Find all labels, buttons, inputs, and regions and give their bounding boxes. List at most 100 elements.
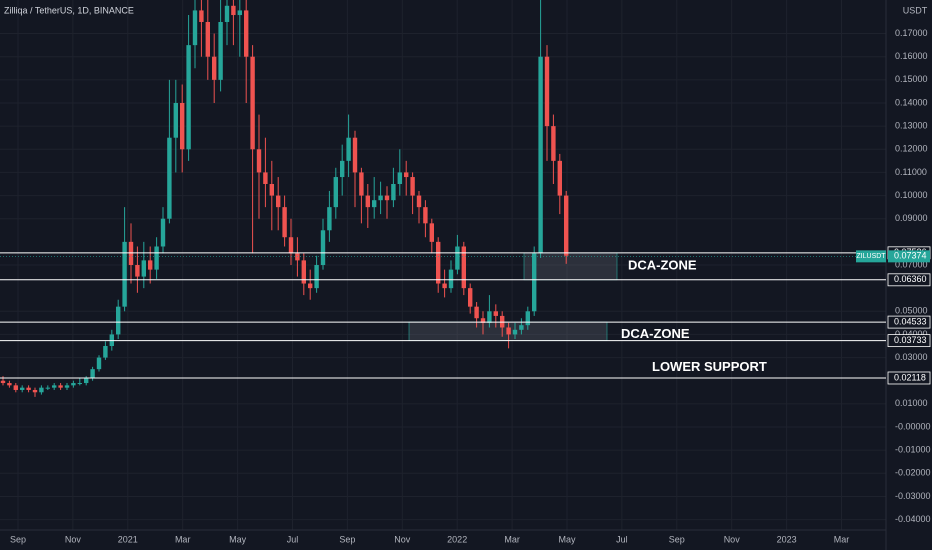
candle-body <box>192 10 198 46</box>
candle-body <box>551 126 556 161</box>
level-tag <box>887 371 931 385</box>
candle-body <box>96 357 102 370</box>
y-tick-label: 0.13000 <box>895 121 928 131</box>
candle-body <box>468 288 473 307</box>
candle-body <box>442 283 447 289</box>
candle-body <box>487 311 492 323</box>
y-tick-label: 0.16000 <box>895 51 928 61</box>
candle-body <box>263 172 268 184</box>
price-tag <box>888 250 930 263</box>
candle-body <box>416 195 422 208</box>
plot-area <box>0 0 618 397</box>
x-tick-label: Jul <box>616 534 628 544</box>
x-tick-label: Jul <box>287 534 299 544</box>
y-tick-label: 0.03000 <box>895 352 928 362</box>
y-tick-label: 0.11000 <box>895 167 927 177</box>
y-tick-label: 0.09000 <box>895 213 928 223</box>
level-tag <box>887 315 931 329</box>
candle-body <box>250 56 255 150</box>
candle-body <box>532 253 537 312</box>
candle-body <box>455 246 460 270</box>
candle-body <box>493 311 498 316</box>
candle-body <box>141 260 146 277</box>
candle-body <box>276 195 281 208</box>
candle-body <box>320 230 326 265</box>
candle-body <box>20 387 25 390</box>
candle-body <box>231 5 236 16</box>
candle-body <box>116 306 121 335</box>
candle-body <box>167 137 172 219</box>
candle-body <box>135 265 140 277</box>
candle-body <box>365 195 370 208</box>
candle-body <box>474 306 479 319</box>
candle-body <box>333 177 338 208</box>
candle-body <box>39 387 44 393</box>
candle-body <box>52 385 57 388</box>
annotation: LOWER SUPPORT <box>652 359 767 374</box>
candle-body <box>327 207 332 231</box>
candle-body <box>224 5 230 22</box>
candle-body <box>461 246 466 289</box>
candle-body <box>26 387 31 390</box>
candle-body <box>506 327 511 335</box>
candle-body <box>0 380 6 384</box>
candle-body <box>429 223 434 242</box>
x-tick-label: 2022 <box>447 534 467 544</box>
symbol-tag <box>856 250 886 263</box>
x-tick-label: 2021 <box>118 534 138 544</box>
candle-body <box>564 195 569 256</box>
candle-body <box>84 378 89 384</box>
candle-body <box>71 383 76 386</box>
candle-body <box>423 207 428 224</box>
candle-body <box>64 385 70 388</box>
y-tick-label: 0.04000 <box>895 329 928 339</box>
x-tick-label: Nov <box>394 534 411 544</box>
level-tag <box>887 273 931 287</box>
candle-body <box>512 329 518 335</box>
chart-title: Zilliqa / TetherUS, 1D, BINANCE <box>4 5 134 15</box>
candle-body <box>173 102 178 138</box>
candle-body <box>301 260 306 284</box>
candle-body <box>391 183 396 201</box>
level-label: 0.04533 <box>894 316 927 326</box>
dca-zone <box>523 252 618 281</box>
x-tick-label: Sep <box>10 534 26 544</box>
level-label: 0.02118 <box>894 372 926 382</box>
candle-body <box>314 265 319 289</box>
candle-body <box>340 160 345 178</box>
grid <box>0 0 886 530</box>
candle-body <box>378 195 383 201</box>
x-tick-label: Nov <box>724 534 741 544</box>
candle-body <box>308 283 313 289</box>
candle-body <box>384 195 390 201</box>
y-tick-label: -0.04000 <box>895 514 931 524</box>
candle-body <box>557 160 562 196</box>
annotation: DCA-ZONE <box>628 257 697 272</box>
candle-body <box>410 177 415 196</box>
candle-body <box>359 172 364 196</box>
candle-body <box>237 10 242 16</box>
x-tick-label: Sep <box>669 534 685 544</box>
candle-body <box>128 241 134 265</box>
candle-body <box>436 241 441 284</box>
candle-body <box>122 241 127 307</box>
candle-body <box>295 253 300 261</box>
x-tick-label: Nov <box>65 534 82 544</box>
candle-body <box>352 137 358 173</box>
candle-body <box>269 183 274 196</box>
y-tick-label: -0.02000 <box>895 468 931 478</box>
currency: USDT <box>903 5 928 15</box>
y-tick-label: 0.14000 <box>895 97 928 107</box>
candle-body <box>544 56 550 127</box>
candle-body <box>525 311 530 326</box>
candle-body <box>186 45 191 150</box>
level-tag <box>887 334 931 348</box>
candle-body <box>180 102 185 150</box>
candle-body <box>199 10 204 22</box>
candle-body <box>448 269 454 289</box>
candle-body <box>205 21 210 57</box>
y-tick-label: 0.17000 <box>895 28 928 38</box>
candle-body <box>32 389 38 393</box>
y-tick-label: 0.01000 <box>895 398 928 408</box>
y-tick-label: 0.12000 <box>895 144 928 154</box>
